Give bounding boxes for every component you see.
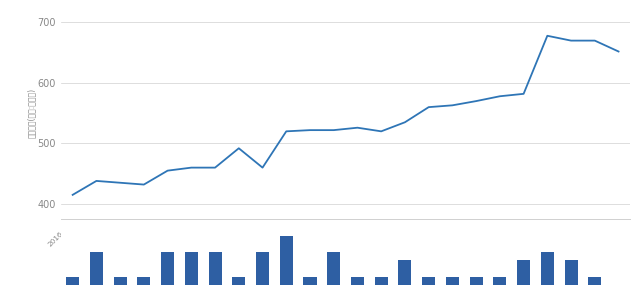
- Bar: [541, 252, 554, 285]
- Bar: [256, 252, 269, 285]
- Bar: [517, 260, 530, 285]
- Bar: [161, 252, 174, 285]
- Bar: [374, 277, 388, 285]
- Bar: [66, 277, 79, 285]
- Bar: [422, 277, 435, 285]
- Bar: [138, 277, 150, 285]
- Bar: [303, 277, 317, 285]
- Bar: [280, 235, 292, 285]
- Bar: [351, 277, 364, 285]
- Bar: [185, 252, 198, 285]
- Bar: [90, 252, 103, 285]
- Bar: [327, 252, 340, 285]
- Bar: [446, 277, 459, 285]
- Bar: [232, 277, 245, 285]
- Bar: [493, 277, 506, 285]
- Bar: [588, 277, 602, 285]
- Bar: [399, 260, 412, 285]
- Bar: [114, 277, 127, 285]
- Bar: [209, 252, 221, 285]
- Bar: [564, 260, 577, 285]
- Y-axis label: 거래금액(단위:백만원): 거래금액(단위:백만원): [27, 88, 36, 138]
- Bar: [470, 277, 483, 285]
